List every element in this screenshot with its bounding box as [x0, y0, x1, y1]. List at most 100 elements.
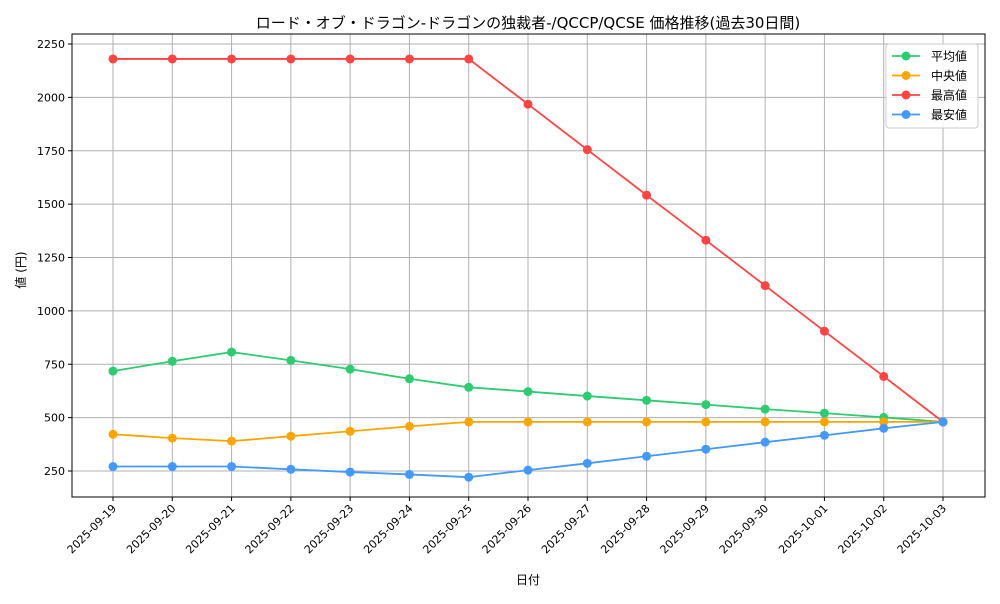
data-point	[523, 417, 533, 427]
data-point	[760, 437, 770, 447]
data-point	[345, 467, 355, 477]
y-tick-label: 1250	[37, 252, 65, 265]
y-tick-label: 750	[44, 358, 65, 371]
x-tick-label: 2025-09-23	[302, 502, 356, 556]
data-point	[582, 417, 592, 427]
data-point	[167, 54, 177, 64]
data-point	[642, 190, 652, 200]
data-point	[464, 417, 474, 427]
data-point	[642, 451, 652, 461]
data-point	[108, 429, 118, 439]
data-point	[582, 458, 592, 468]
y-tick-label: 1500	[37, 198, 65, 211]
series-2	[108, 54, 948, 427]
legend-label: 平均値	[931, 49, 967, 64]
data-point	[464, 472, 474, 482]
data-point	[819, 417, 829, 427]
data-point	[227, 347, 237, 357]
data-point	[523, 465, 533, 475]
plot-frame	[71, 33, 986, 498]
data-point	[227, 436, 237, 446]
data-point	[819, 326, 829, 336]
data-point	[167, 356, 177, 366]
data-point	[286, 355, 296, 365]
data-point	[879, 423, 889, 433]
x-tick-label: 2025-09-27	[539, 502, 593, 556]
data-point	[701, 235, 711, 245]
x-tick-label: 2025-09-30	[717, 502, 771, 556]
legend-label: 中央値	[931, 68, 967, 83]
data-point	[760, 404, 770, 414]
x-axis-ticks: 2025-09-19 2025-09-20 2025-09-21 2025-09-22…	[65, 497, 949, 556]
data-point	[760, 417, 770, 427]
x-tick-label: 2025-09-25	[420, 502, 474, 556]
data-point	[819, 430, 829, 440]
data-point	[879, 417, 889, 427]
data-point	[879, 371, 889, 381]
data-point	[464, 54, 474, 64]
data-point	[227, 54, 237, 64]
data-point	[286, 431, 296, 441]
y-axis-ticks: 250 500 750 1000 1250 1500 1750 2000 2250	[37, 38, 72, 478]
y-tick-label: 500	[44, 412, 65, 425]
data-point	[286, 54, 296, 64]
x-tick-label: 2025-10-02	[835, 502, 889, 556]
data-point	[523, 387, 533, 397]
series-group	[108, 54, 948, 482]
x-tick-label: 2025-09-24	[361, 502, 415, 556]
data-point	[642, 395, 652, 405]
x-tick-label: 2025-09-19	[65, 502, 119, 556]
data-point	[760, 281, 770, 291]
legend-frame	[885, 43, 979, 129]
data-point	[701, 417, 711, 427]
data-point	[582, 391, 592, 401]
x-tick-label: 2025-10-03	[895, 502, 949, 556]
data-point	[227, 462, 237, 472]
data-point	[404, 374, 414, 384]
legend-label: 最高値	[931, 88, 967, 103]
data-point	[938, 417, 948, 427]
y-tick-label: 2250	[37, 38, 65, 51]
y-tick-label: 1000	[37, 305, 65, 318]
x-tick-label: 2025-09-29	[658, 502, 712, 556]
series-1	[108, 417, 948, 446]
data-point	[108, 366, 118, 376]
y-axis-label: 値 (円)	[13, 251, 28, 288]
x-tick-label: 2025-09-20	[124, 502, 178, 556]
chart-title: ロード・オブ・ドラゴン-ドラゴンの独裁者-/QCCP/QCSE 価格推移(過去3…	[256, 14, 801, 32]
x-axis-label: 日付	[516, 573, 540, 587]
data-point	[582, 145, 592, 155]
data-point	[345, 426, 355, 436]
data-point	[345, 364, 355, 374]
legend-swatch-marker	[901, 51, 911, 61]
y-tick-label: 2000	[37, 91, 65, 104]
data-point	[701, 400, 711, 410]
data-point	[404, 421, 414, 431]
data-point	[167, 433, 177, 443]
legend-swatch-marker	[901, 71, 911, 80]
data-point	[404, 54, 414, 64]
data-point	[819, 408, 829, 418]
x-tick-label: 2025-10-01	[776, 502, 830, 556]
x-tick-label: 2025-09-26	[480, 502, 534, 556]
data-point	[464, 382, 474, 392]
data-point	[108, 54, 118, 64]
legend-swatch-marker	[901, 110, 911, 119]
data-point	[286, 464, 296, 474]
data-point	[108, 462, 118, 472]
data-point	[523, 99, 533, 109]
series-3	[108, 417, 948, 482]
data-point	[642, 417, 652, 427]
x-tick-label: 2025-09-28	[598, 502, 652, 556]
x-tick-label: 2025-09-22	[243, 502, 297, 556]
data-point	[701, 444, 711, 454]
y-tick-label: 250	[44, 465, 65, 478]
data-point	[167, 462, 177, 472]
legend-swatch-marker	[901, 90, 911, 100]
data-point	[404, 469, 414, 479]
x-tick-label: 2025-09-21	[183, 502, 237, 556]
legend-label: 最安値	[931, 107, 967, 122]
data-point	[345, 54, 355, 64]
